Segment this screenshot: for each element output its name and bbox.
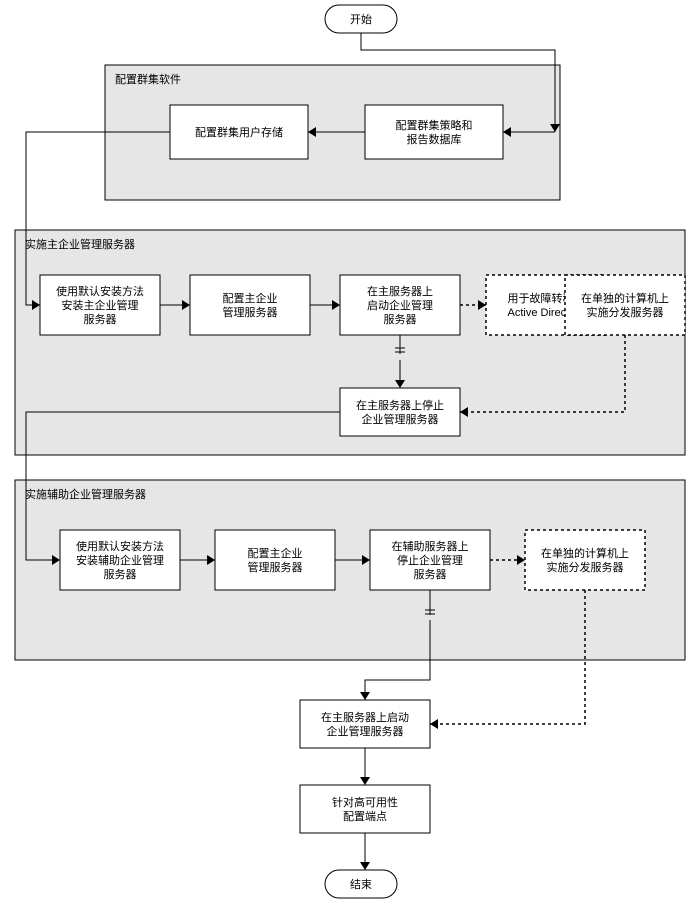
node-label-n_a1: 使用默认安装方法	[76, 539, 164, 553]
node-label-n_a1: 安装辅助企业管理	[76, 553, 164, 567]
start-label: 开始	[350, 12, 372, 26]
node-n_policy	[365, 105, 503, 159]
group-title-g3: 实施辅助企业管理服务器	[25, 487, 146, 501]
node-label-n_m3: 启动企业管理	[367, 298, 433, 312]
node-label-n_dist1: 实施分发服务器	[587, 305, 664, 319]
end-label: 结束	[350, 878, 372, 891]
node-label-n_restart: 企业管理服务器	[327, 724, 404, 738]
node-label-n_a3: 在辅助服务器上	[392, 539, 469, 553]
node-label-n_m1: 使用默认安装方法	[56, 284, 144, 298]
node-n_ha	[300, 785, 430, 833]
node-label-n_m1: 安装主企业管理	[62, 298, 139, 312]
node-label-n_m2: 管理服务器	[223, 305, 278, 319]
node-n_dist2	[525, 530, 645, 590]
node-label-n_a3: 服务器	[414, 568, 447, 581]
node-label-n_a1: 服务器	[104, 568, 137, 581]
node-label-n_policy: 配置群集策略和	[396, 118, 473, 132]
node-label-n_m3: 服务器	[384, 313, 417, 326]
node-label-n_m3: 在主服务器上	[367, 285, 433, 298]
node-label-n_m4: 企业管理服务器	[362, 412, 439, 426]
node-label-n_ha: 针对高可用性	[332, 795, 398, 809]
group-title-g1: 配置群集软件	[115, 72, 181, 86]
group-title-g2: 实施主企业管理服务器	[25, 237, 135, 251]
node-label-n_store: 配置群集用户存储	[195, 125, 283, 139]
node-label-n_m2: 配置主企业	[223, 291, 278, 305]
node-label-n_ha: 配置端点	[343, 810, 387, 823]
node-label-n_m1: 服务器	[84, 313, 117, 326]
node-n_m4	[340, 388, 460, 436]
node-label-n_restart: 在主服务器上启动	[321, 711, 409, 724]
node-label-n_dist1: 在单独的计算机上	[581, 291, 669, 305]
node-n_restart	[300, 700, 430, 748]
flowchart-canvas: 配置群集软件实施主企业管理服务器实施辅助企业管理服务器配置群集策略和报告数据库配…	[0, 0, 698, 905]
node-label-n_a2: 配置主企业	[248, 546, 303, 560]
node-n_dist1	[565, 275, 685, 335]
node-label-n_a2: 管理服务器	[248, 560, 303, 574]
node-label-n_policy: 报告数据库	[407, 132, 462, 146]
node-n_a2	[215, 530, 335, 590]
node-n_m2	[190, 275, 310, 335]
node-label-n_m4: 在主服务器上停止	[356, 398, 444, 412]
node-label-n_dist2: 在单独的计算机上	[541, 546, 629, 560]
node-label-n_a3: 停止企业管理	[397, 553, 463, 567]
node-label-n_dist2: 实施分发服务器	[547, 560, 624, 574]
